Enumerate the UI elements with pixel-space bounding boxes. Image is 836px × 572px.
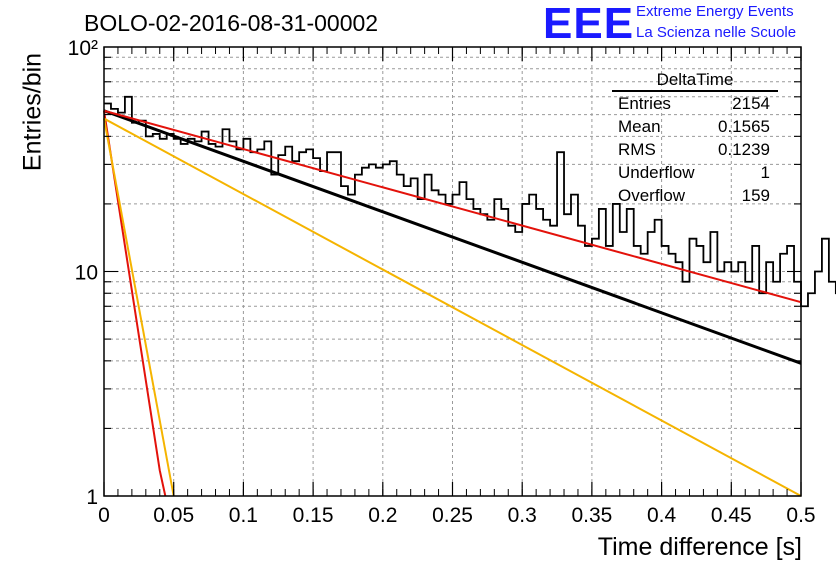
x-tick-label: 0.25 bbox=[432, 504, 473, 527]
stats-label: RMS bbox=[618, 140, 656, 159]
x-tick-label: 0.05 bbox=[153, 504, 194, 527]
y-tick-label: 10 bbox=[75, 262, 98, 285]
fit-line bbox=[103, 109, 802, 304]
histogram-steps bbox=[104, 95, 836, 308]
stats-row: Overflow 159 bbox=[610, 184, 778, 207]
x-tick-label: 0.35 bbox=[571, 504, 612, 527]
stats-value: 159 bbox=[741, 186, 770, 205]
x-tick-label: 0.4 bbox=[647, 504, 677, 527]
run-title: BOLO-02-2016-08-31-00002 bbox=[84, 10, 379, 36]
fit-line bbox=[103, 118, 175, 497]
logo-caption-line2: La Scienza nelle Scuole bbox=[636, 24, 797, 41]
x-tick-label: 0.2 bbox=[368, 504, 397, 527]
x-tick-label: 0.5 bbox=[786, 504, 815, 527]
fit-line bbox=[103, 110, 167, 497]
x-tick-label: 0 bbox=[98, 504, 110, 527]
stats-label: Entries bbox=[618, 94, 671, 113]
stats-value: 2154 bbox=[732, 94, 770, 113]
axis-ticks: 0 0.05 0.1 0.15 0.2 0.25 0.3 0.35 0.4 0.45 0.5 1 10 1… bbox=[68, 37, 816, 527]
eee-logo: EEE bbox=[543, 0, 635, 48]
fit-line bbox=[103, 109, 802, 365]
y-tick-label: 1 bbox=[86, 486, 98, 509]
stats-value: 1 bbox=[760, 163, 770, 182]
stats-box: DeltaTime Entries 2154 Mean 0.1565 RMS 0.12… bbox=[610, 70, 778, 207]
stats-row: RMS 0.1239 bbox=[610, 138, 778, 161]
y-axis-label: Entries/bin bbox=[18, 52, 47, 172]
y-tick-label: 10² bbox=[68, 37, 98, 60]
stats-label: Overflow bbox=[618, 186, 686, 205]
x-tick-label: 0.15 bbox=[293, 504, 334, 527]
stats-row: Mean 0.1565 bbox=[610, 115, 778, 138]
stats-value: 0.1239 bbox=[718, 140, 770, 159]
stats-row: Entries 2154 bbox=[610, 92, 778, 115]
stats-value: 0.1565 bbox=[718, 117, 770, 136]
histogram-layer bbox=[104, 95, 836, 308]
x-tick-label: 0.1 bbox=[229, 504, 258, 527]
x-tick-label: 0.45 bbox=[711, 504, 752, 527]
fit-lines-layer bbox=[103, 109, 802, 497]
stats-label: Underflow bbox=[618, 163, 695, 182]
x-tick-label: 0.3 bbox=[508, 504, 537, 527]
logo-caption-line1: Extreme Energy Events bbox=[636, 3, 794, 20]
x-axis-label: Time difference [s] bbox=[597, 533, 802, 561]
stats-label: Mean bbox=[618, 117, 661, 136]
stats-title: DeltaTime bbox=[612, 70, 778, 92]
stats-row: Underflow 1 bbox=[610, 161, 778, 184]
fit-line bbox=[103, 117, 802, 497]
